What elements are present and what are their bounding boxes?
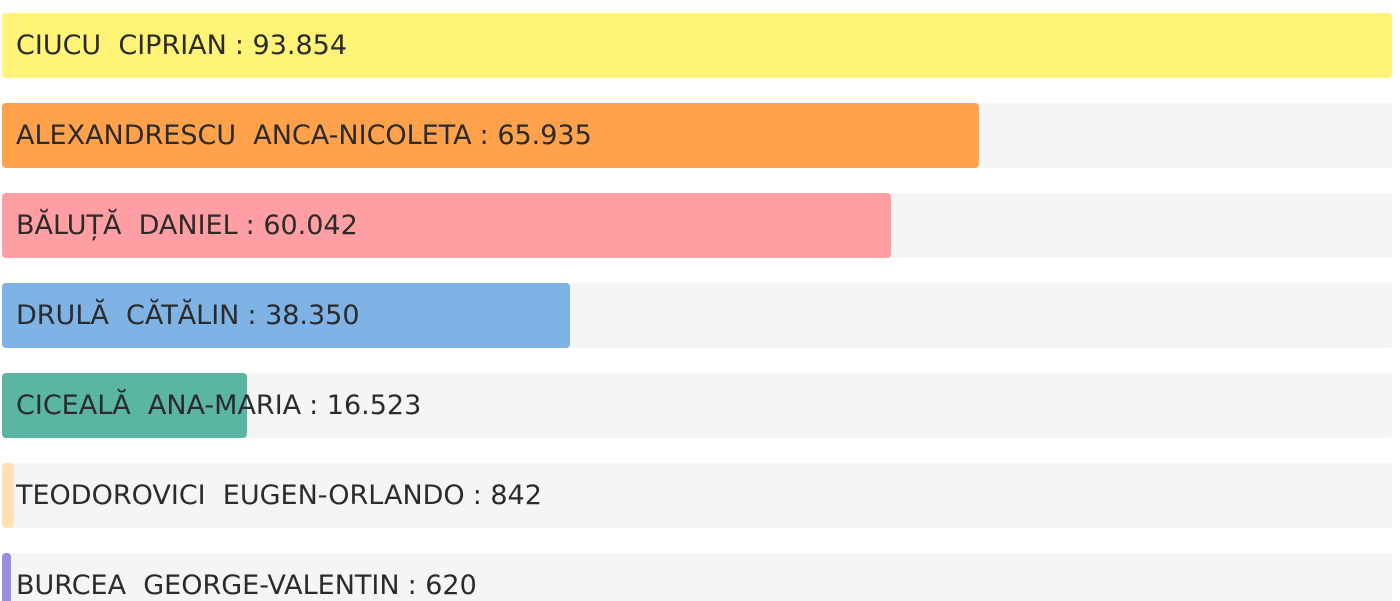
bar-label: CIUCU CIPRIAN: 93.854 xyxy=(16,13,347,78)
bar-label: BĂLUȚĂ DANIEL: 60.042 xyxy=(16,193,358,258)
bar-label: CICEALĂ ANA-MARIA: 16.523 xyxy=(16,373,421,438)
value-label: : 65.935 xyxy=(479,120,592,151)
bar-label: TEODOROVICI EUGEN-ORLANDO: 842 xyxy=(16,463,542,528)
candidate-name: CICEALĂ ANA-MARIA xyxy=(16,390,302,421)
bar-track: ALEXANDRESCU ANCA-NICOLETA: 65.935 xyxy=(2,103,1392,168)
bar xyxy=(2,193,892,258)
bar-label: ALEXANDRESCU ANCA-NICOLETA: 65.935 xyxy=(16,103,592,168)
bar-track: DRULĂ CĂTĂLIN: 38.350 xyxy=(2,283,1392,348)
candidate-name: TEODOROVICI EUGEN-ORLANDO xyxy=(16,480,465,511)
value-label: : 60.042 xyxy=(245,210,358,241)
bar-track: CIUCU CIPRIAN: 93.854 xyxy=(2,13,1392,78)
value-label: : 93.854 xyxy=(234,30,348,61)
bar-label: BURCEA GEORGE-VALENTIN: 620 xyxy=(16,553,477,601)
bar xyxy=(2,283,570,348)
bar xyxy=(2,463,15,528)
bar-track: BĂLUȚĂ DANIEL: 60.042 xyxy=(2,193,1392,258)
candidate-name: BURCEA GEORGE-VALENTIN xyxy=(16,570,400,601)
candidate-name: DRULĂ CĂTĂLIN xyxy=(16,300,240,331)
bar xyxy=(2,103,979,168)
bar-track: BURCEA GEORGE-VALENTIN: 620 xyxy=(2,553,1392,601)
candidate-name: CIUCU CIPRIAN xyxy=(16,30,227,61)
value-label: : 38.350 xyxy=(247,300,360,331)
candidate-name: BĂLUȚĂ DANIEL xyxy=(16,210,238,241)
value-label: : 842 xyxy=(472,480,542,511)
bar-track: TEODOROVICI EUGEN-ORLANDO: 842 xyxy=(2,463,1392,528)
value-label: : 16.523 xyxy=(309,390,422,421)
bar xyxy=(2,13,1392,78)
bar-label: DRULĂ CĂTĂLIN: 38.350 xyxy=(16,283,360,348)
bar-track: CICEALĂ ANA-MARIA: 16.523 xyxy=(2,373,1392,438)
value-label: : 620 xyxy=(407,570,477,601)
bar xyxy=(2,373,247,438)
bar xyxy=(2,553,12,601)
candidate-name: ALEXANDRESCU ANCA-NICOLETA xyxy=(16,120,472,151)
